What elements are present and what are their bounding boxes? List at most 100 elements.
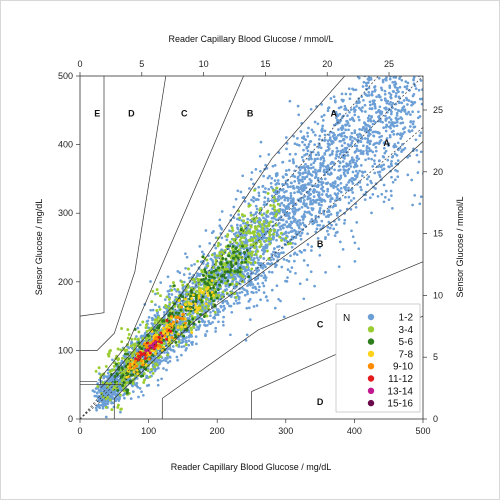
data-point [418,51,421,54]
data-point [292,186,295,190]
data-point [421,88,423,91]
data-point [387,120,391,124]
data-point [222,323,225,327]
data-point [365,144,369,148]
data-point [273,247,276,250]
data-point [277,208,281,212]
data-point [153,313,157,317]
data-point [274,254,278,258]
data-point [338,168,342,172]
data-point [352,119,356,123]
data-point [288,225,292,229]
data-point [144,326,148,330]
data-point [230,282,234,286]
data-point [101,395,105,399]
data-point [347,167,351,171]
data-point [156,291,160,295]
data-point [349,92,352,96]
data-point [312,161,316,165]
data-point [293,180,297,183]
data-point [235,241,239,245]
data-point [186,285,190,289]
data-point [130,337,134,341]
data-point [375,111,378,114]
data-point [170,293,174,296]
data-point [204,274,208,278]
data-point [347,186,350,190]
data-point [409,34,412,37]
data-point [223,288,227,292]
data-point [443,127,446,130]
data-point [162,342,166,345]
data-point [328,173,332,176]
data-point [366,124,370,127]
data-point [166,361,170,364]
data-point [108,398,112,402]
data-point [261,233,264,237]
data-point [271,164,275,168]
data-point [351,177,355,180]
data-point [349,208,353,211]
data-point [347,195,351,199]
data-point [431,60,434,63]
data-point [393,143,397,146]
data-point [290,266,294,269]
data-point [338,152,342,156]
data-point [264,295,268,299]
data-point [172,281,175,285]
data-point [417,88,421,92]
data-point [330,166,333,170]
data-point [387,102,391,106]
data-point [147,316,151,319]
data-point [324,271,327,274]
data-point [241,174,245,178]
data-point [229,333,232,337]
data-point [359,164,363,167]
data-point [388,77,392,81]
data-point [179,320,182,323]
data-point [206,262,210,265]
data-point [351,139,354,143]
data-point [249,211,253,215]
data-point [214,246,218,250]
data-point [97,394,101,398]
data-point [427,65,430,68]
data-point [165,295,169,299]
data-point [405,84,409,88]
data-point [309,220,312,224]
data-point [370,157,373,161]
data-point [226,302,230,305]
data-point [97,366,101,370]
data-point [151,289,155,293]
data-point [245,239,249,243]
data-point [272,217,276,220]
data-point [368,142,372,146]
data-point [394,116,398,120]
data-point [394,92,398,95]
data-point [146,369,150,373]
data-point [342,150,345,154]
data-point [112,385,116,389]
data-point [302,259,306,262]
data-point [296,185,300,189]
data-point [303,143,307,147]
data-point [229,295,233,299]
data-point [293,259,296,263]
data-point [272,257,275,261]
data-point [121,384,125,387]
data-point [386,110,389,114]
data-point [280,238,283,242]
data-point [304,186,308,190]
data-point [342,168,346,171]
data-point [233,286,237,290]
data-point [310,249,313,252]
data-point [163,298,167,301]
data-point [311,150,315,154]
data-point [300,251,303,254]
data-point [333,168,336,172]
data-point [123,348,127,352]
data-point [403,54,406,57]
data-point [412,70,415,73]
data-point [108,349,112,353]
data-point [269,181,273,185]
